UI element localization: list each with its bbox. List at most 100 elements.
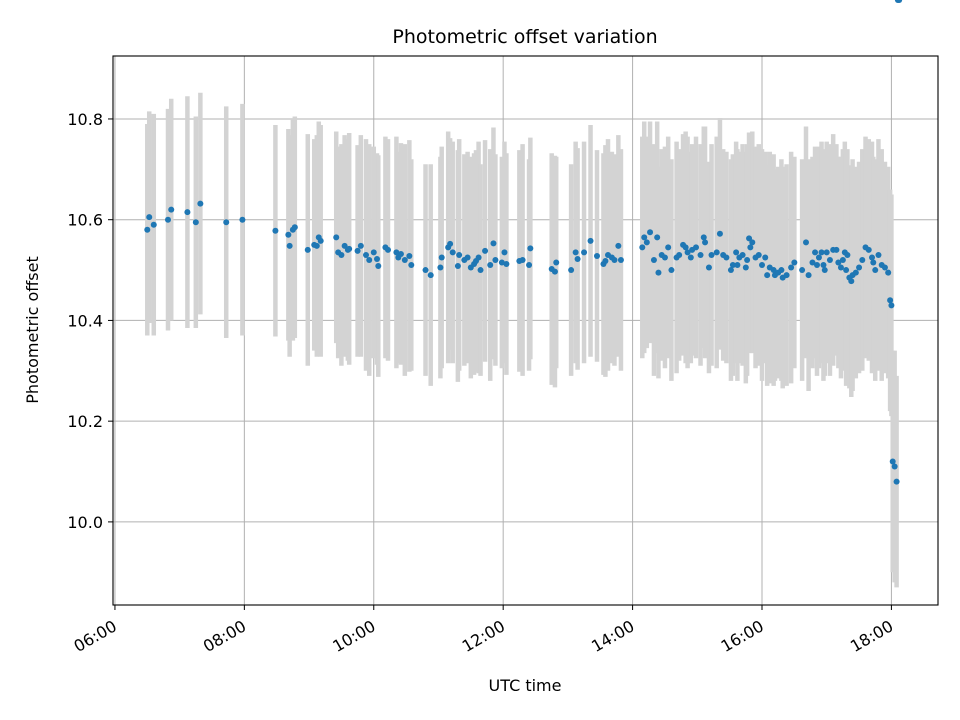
data-point	[803, 239, 809, 246]
x-tick-label: 08:00	[200, 616, 249, 656]
plot-frame	[112, 55, 939, 606]
data-point	[503, 261, 510, 268]
data-point	[197, 200, 204, 207]
data-point	[464, 254, 471, 261]
data-point	[875, 251, 882, 258]
data-point	[723, 254, 730, 261]
data-point	[747, 244, 754, 251]
data-point	[184, 209, 191, 216]
data-point	[370, 249, 377, 256]
data-point	[447, 240, 454, 247]
y-tick-label: 10.6	[67, 211, 103, 230]
data-point	[401, 256, 408, 263]
data-point	[427, 272, 434, 279]
data-point	[870, 259, 877, 266]
data-point	[746, 235, 753, 242]
data-point	[687, 254, 694, 261]
data-point	[727, 267, 734, 274]
data-point	[574, 255, 581, 262]
data-point	[682, 244, 689, 251]
data-point	[770, 267, 777, 274]
data-point	[733, 249, 740, 256]
data-point	[527, 245, 534, 252]
data-point	[438, 254, 445, 261]
data-point	[385, 246, 391, 253]
data-point	[587, 237, 594, 244]
data-point	[815, 254, 822, 261]
data-point	[519, 256, 526, 263]
data-point	[375, 263, 382, 270]
data-point	[572, 249, 579, 256]
data-point	[848, 278, 855, 285]
data-point	[716, 230, 723, 237]
data-point	[553, 259, 560, 266]
data-point	[617, 256, 624, 263]
data-point	[456, 251, 463, 258]
data-point	[477, 267, 484, 274]
data-point	[762, 254, 769, 261]
data-point	[856, 264, 863, 271]
data-point	[888, 302, 895, 309]
data-point	[168, 206, 175, 213]
data-point	[734, 262, 741, 269]
data-point	[869, 254, 875, 261]
x-tick-label: 16:00	[718, 616, 767, 656]
data-point	[668, 267, 675, 274]
data-point	[799, 267, 806, 274]
data-point	[406, 252, 413, 259]
data-point	[744, 256, 751, 263]
data-point	[697, 251, 704, 258]
data-point	[814, 262, 820, 269]
x-axis-ticks: 06:00 08:00 10:00 12:00 14:00 16:00 18:00	[71, 605, 896, 656]
data-point	[354, 247, 361, 254]
data-point	[661, 254, 668, 261]
x-axis-title: UTC time	[489, 676, 562, 695]
data-point	[809, 259, 816, 266]
data-point	[713, 249, 720, 256]
data-point	[286, 242, 293, 249]
data-point	[239, 216, 246, 223]
data-point	[893, 478, 900, 485]
y-tick-label: 10.4	[67, 311, 103, 330]
data-point	[568, 267, 575, 274]
data-point	[655, 269, 662, 276]
data-point	[317, 237, 324, 244]
x-tick-label: 06:00	[71, 616, 120, 656]
data-point	[835, 259, 842, 266]
data-point	[650, 256, 657, 263]
data-point	[665, 244, 672, 251]
data-point	[821, 267, 828, 274]
data-point	[852, 269, 859, 276]
data-point	[366, 256, 373, 263]
data-point	[501, 249, 508, 256]
data-point	[837, 264, 844, 271]
data-point	[887, 297, 894, 304]
data-point	[749, 239, 756, 246]
data-point	[839, 256, 846, 263]
x-tick-label: 14:00	[588, 616, 637, 656]
data-point	[363, 251, 369, 258]
data-point	[490, 240, 497, 247]
data-point	[818, 249, 825, 256]
y-tick-label: 10.8	[67, 110, 103, 129]
data-point	[272, 227, 279, 234]
data-point	[341, 242, 348, 249]
data-point	[615, 242, 622, 249]
data-point	[482, 247, 489, 254]
data-point	[700, 234, 707, 241]
data-point	[742, 264, 749, 271]
data-point	[833, 246, 840, 253]
data-point	[684, 249, 691, 256]
data-point	[291, 224, 298, 231]
data-point	[820, 262, 827, 269]
data-point	[223, 219, 230, 226]
data-point	[526, 262, 533, 269]
data-point	[357, 242, 364, 249]
y-tick-label: 10.0	[67, 513, 103, 532]
data-points	[144, 0, 903, 485]
data-point	[611, 256, 618, 263]
data-point	[346, 245, 353, 252]
data-point	[581, 249, 588, 256]
data-point	[783, 272, 790, 279]
data-point	[823, 249, 830, 256]
